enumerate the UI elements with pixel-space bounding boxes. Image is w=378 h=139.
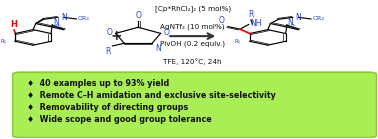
- Text: H: H: [10, 20, 17, 29]
- Text: R₁: R₁: [56, 24, 62, 29]
- Text: PivOH (0.2 equiv.): PivOH (0.2 equiv.): [160, 41, 225, 47]
- Text: R₂: R₂: [0, 39, 6, 44]
- Text: [Cp*RhCl₂]₂ (5 mol%): [Cp*RhCl₂]₂ (5 mol%): [155, 5, 231, 12]
- Text: ♦  40 examples up to 93% yield: ♦ 40 examples up to 93% yield: [27, 79, 169, 88]
- Text: NH: NH: [251, 19, 262, 28]
- Text: R₂: R₂: [235, 39, 241, 44]
- Text: OR₃: OR₃: [313, 16, 325, 21]
- Text: AgNTf₂ (10 mol%): AgNTf₂ (10 mol%): [161, 23, 225, 30]
- Text: O: O: [135, 11, 141, 20]
- Text: N: N: [155, 44, 161, 53]
- Text: OR₃: OR₃: [78, 16, 90, 21]
- Text: R: R: [105, 47, 110, 56]
- Text: ♦  Removability of directing groups: ♦ Removability of directing groups: [27, 103, 188, 112]
- Text: O: O: [164, 28, 169, 37]
- Text: O: O: [218, 17, 225, 25]
- Text: N: N: [296, 13, 301, 22]
- Text: N: N: [288, 18, 293, 27]
- Text: ♦  Wide scope and good group tolerance: ♦ Wide scope and good group tolerance: [27, 115, 212, 124]
- Text: +: +: [110, 29, 122, 43]
- Text: N: N: [53, 18, 59, 27]
- Text: O: O: [107, 28, 113, 37]
- Text: ♦  Remote C–H amidation and exclusive site-selectivity: ♦ Remote C–H amidation and exclusive sit…: [27, 91, 276, 100]
- Text: R₁: R₁: [290, 24, 296, 29]
- Text: TFE, 120°C, 24h: TFE, 120°C, 24h: [163, 59, 222, 65]
- Text: R: R: [248, 10, 254, 19]
- FancyBboxPatch shape: [12, 72, 376, 138]
- Text: N: N: [61, 13, 67, 22]
